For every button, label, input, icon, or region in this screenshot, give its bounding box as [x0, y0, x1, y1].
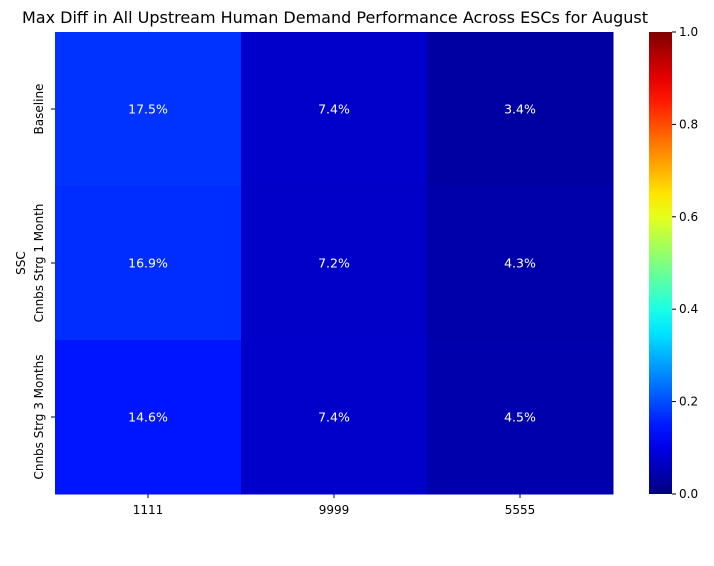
cell-label: 3.4%	[504, 102, 536, 117]
colorbar-tick-label: 0.0	[679, 487, 698, 501]
y-axis-ticks: Baseline Cnnbs Strg 1 Month Cnnbs Strg 3 M…	[32, 84, 55, 480]
x-axis-ticks: 1111 9999 5555	[133, 494, 536, 517]
y-tick-label: Baseline	[32, 84, 46, 135]
heatmap-cell	[241, 340, 428, 495]
heatmap-cell	[427, 32, 614, 187]
colorbar-tick-label: 0.2	[679, 395, 698, 409]
cell-label: 4.3%	[504, 256, 536, 271]
y-tick-label: Cnnbs Strg 3 Months	[32, 354, 46, 479]
cell-label: 7.2%	[318, 256, 350, 271]
heatmap-cell	[427, 340, 614, 495]
x-tick-label: 1111	[133, 503, 164, 517]
x-tick-label: 5555	[505, 503, 536, 517]
heatmap-cells: 17.5% 7.4% 3.4% 16.9% 7.2% 4.3% 14.6% 7.4% 4.5%	[55, 32, 614, 495]
heatmap-cell	[241, 32, 428, 187]
colorbar-gradient	[649, 32, 672, 494]
heatmap-cell	[55, 340, 242, 495]
x-tick-label: 9999	[319, 503, 350, 517]
colorbar-tick-label: 1.0	[679, 25, 698, 39]
colorbar: 0.0 0.2 0.4 0.6 0.8 1.0	[649, 25, 698, 501]
cell-label: 17.5%	[128, 102, 168, 117]
cell-label: 14.6%	[128, 410, 168, 425]
heatmap-cell	[241, 186, 428, 341]
cell-label: 16.9%	[128, 256, 168, 271]
y-tick-label: Cnnbs Strg 1 Month	[32, 204, 46, 323]
colorbar-tick-label: 0.8	[679, 117, 698, 131]
cell-label: 7.4%	[318, 102, 350, 117]
cell-label: 7.4%	[318, 410, 350, 425]
chart-title: Max Diff in All Upstream Human Demand Pe…	[22, 8, 648, 27]
colorbar-tick-label: 0.4	[679, 302, 698, 316]
heatmap-cell	[427, 186, 614, 341]
y-axis-label: SSC	[14, 251, 28, 275]
cell-label: 4.5%	[504, 410, 536, 425]
heatmap-cell	[55, 186, 242, 341]
colorbar-tick-label: 0.6	[679, 210, 698, 224]
heatmap-cell	[55, 32, 242, 187]
